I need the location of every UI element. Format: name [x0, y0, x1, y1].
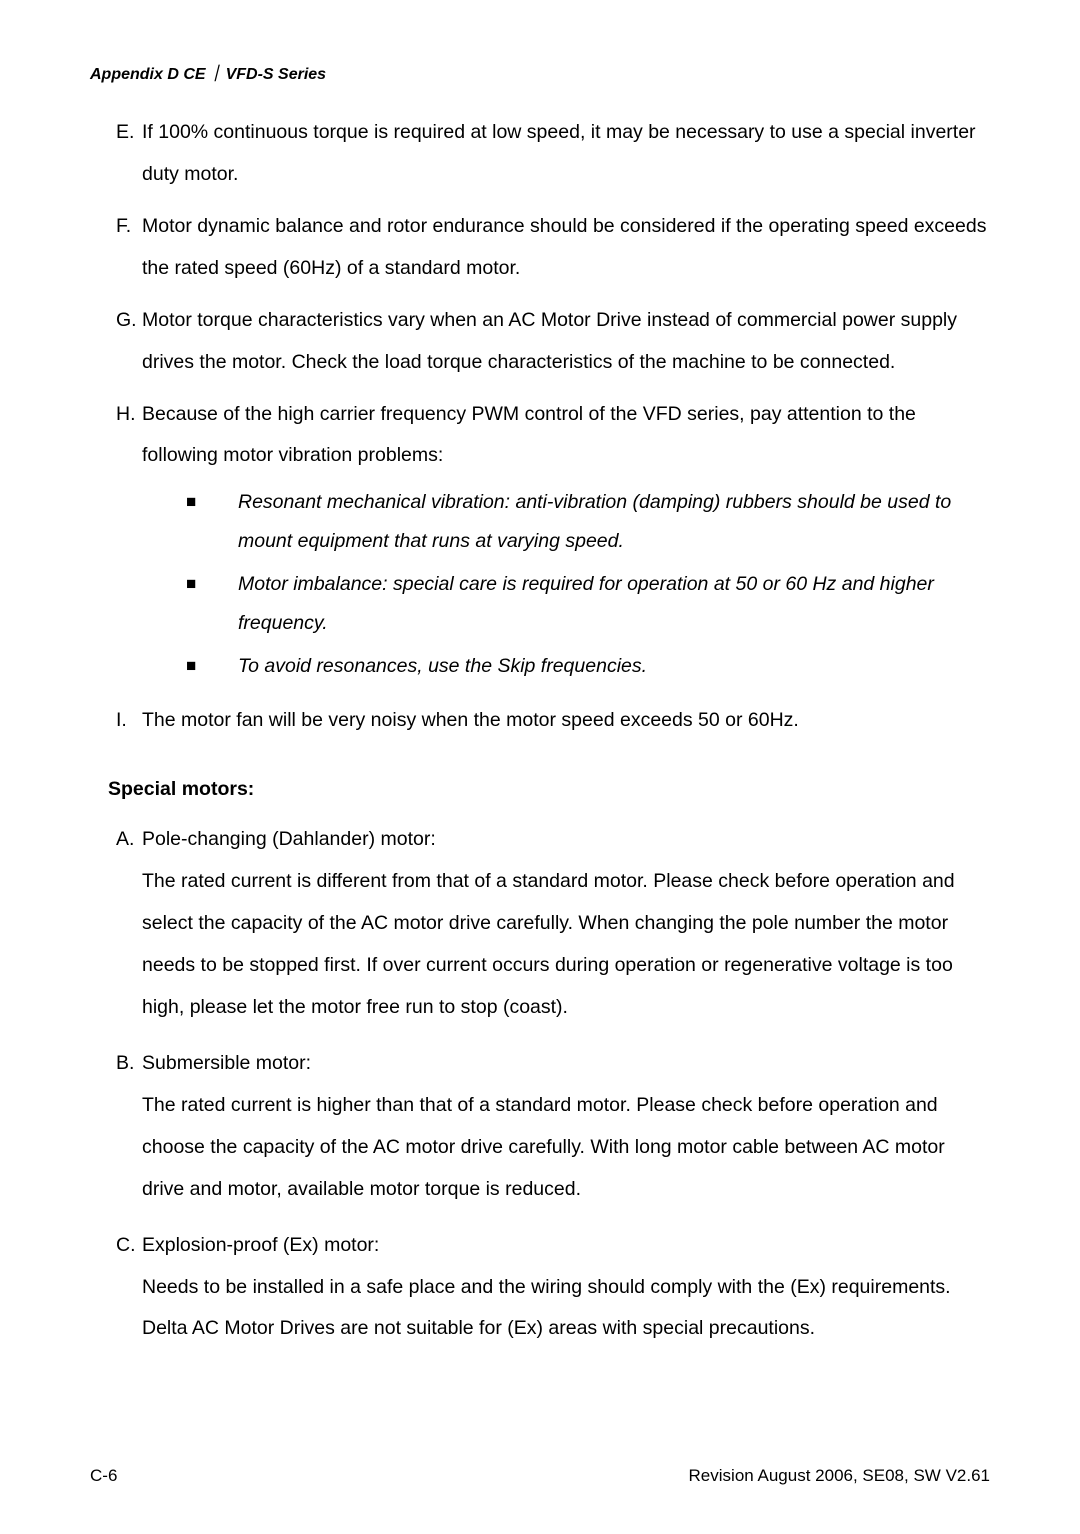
sub-content: To avoid resonances, use the Skip freque… — [238, 647, 990, 686]
special-text: The rated current is different from that… — [142, 861, 990, 1029]
special-item-c: C. Explosion-proof (Ex) motor: Needs to … — [90, 1225, 990, 1351]
section-heading-special-motors: Special motors: — [90, 778, 990, 801]
special-text: Needs to be installed in a safe place an… — [142, 1267, 990, 1351]
list-letter: G. — [90, 300, 142, 384]
sub-content: Motor imbalance: special care is require… — [238, 565, 990, 643]
page-footer: C-6 Revision August 2006, SE08, SW V2.61 — [90, 1466, 990, 1486]
bullet-icon: ■ — [142, 647, 238, 686]
special-letter: C. — [90, 1225, 142, 1351]
sub-item: ■ To avoid resonances, use the Skip freq… — [142, 647, 990, 686]
list-letter: E. — [90, 112, 142, 196]
list-item-g: G. Motor torque characteristics vary whe… — [90, 300, 990, 384]
list-content: The motor fan will be very noisy when th… — [142, 700, 990, 742]
special-text: The rated current is higher than that of… — [142, 1085, 990, 1211]
list-item-f: F. Motor dynamic balance and rotor endur… — [90, 206, 990, 290]
special-title: Submersible motor: — [142, 1043, 990, 1085]
header-appendix: Appendix D CE — [90, 66, 206, 83]
bullet-icon: ■ — [142, 565, 238, 643]
header-separator: ｜ — [208, 66, 224, 83]
list-letter: H. — [90, 394, 142, 691]
special-letter: B. — [90, 1043, 142, 1211]
list-item-e: E. If 100% continuous torque is required… — [90, 112, 990, 196]
revision-text: Revision August 2006, SE08, SW V2.61 — [689, 1466, 990, 1486]
list-content: Because of the high carrier frequency PW… — [142, 394, 990, 691]
special-content: Submersible motor: The rated current is … — [142, 1043, 990, 1211]
page-number: C-6 — [90, 1466, 117, 1486]
list-item-i: I. The motor fan will be very noisy when… — [90, 700, 990, 742]
header-series: VFD-S Series — [226, 66, 326, 83]
list-letter: I. — [90, 700, 142, 742]
special-content: Explosion-proof (Ex) motor: Needs to be … — [142, 1225, 990, 1351]
special-title: Pole-changing (Dahlander) motor: — [142, 819, 990, 861]
special-letter: A. — [90, 819, 142, 1029]
list-text: Because of the high carrier frequency PW… — [142, 403, 916, 467]
sub-item: ■ Motor imbalance: special care is requi… — [142, 565, 990, 643]
sub-item: ■ Resonant mechanical vibration: anti-vi… — [142, 483, 990, 561]
special-item-b: B. Submersible motor: The rated current … — [90, 1043, 990, 1211]
sub-list: ■ Resonant mechanical vibration: anti-vi… — [142, 483, 990, 686]
list-content: Motor torque characteristics vary when a… — [142, 300, 990, 384]
list-content: Motor dynamic balance and rotor enduranc… — [142, 206, 990, 290]
page-header: Appendix D CE｜VFD-S Series — [90, 60, 990, 84]
special-title: Explosion-proof (Ex) motor: — [142, 1225, 990, 1267]
list-letter: F. — [90, 206, 142, 290]
list-item-h: H. Because of the high carrier frequency… — [90, 394, 990, 691]
bullet-icon: ■ — [142, 483, 238, 561]
special-content: Pole-changing (Dahlander) motor: The rat… — [142, 819, 990, 1029]
list-content: If 100% continuous torque is required at… — [142, 112, 990, 196]
special-item-a: A. Pole-changing (Dahlander) motor: The … — [90, 819, 990, 1029]
sub-content: Resonant mechanical vibration: anti-vibr… — [238, 483, 990, 561]
